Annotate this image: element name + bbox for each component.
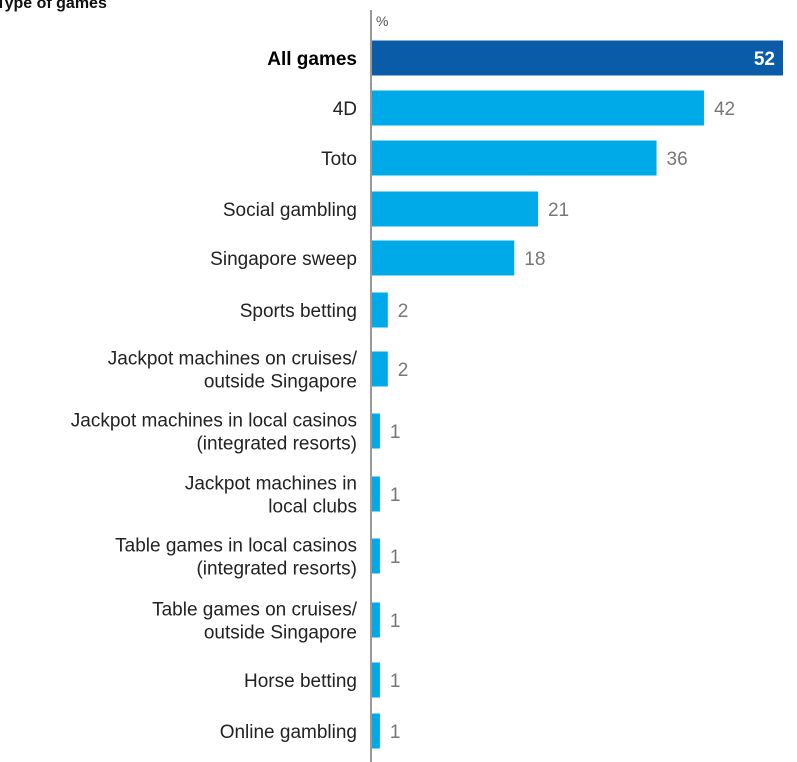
category-label: Horse betting (244, 671, 357, 692)
category-label-line: Table games in local casinos (115, 536, 357, 557)
category-label: 4D (333, 99, 357, 120)
chart-title: Type of games (0, 0, 107, 12)
category-label-line: outside Singapore (204, 372, 357, 393)
value-label: 1 (390, 547, 401, 568)
value-label: 52 (754, 49, 775, 70)
bar-9 (372, 538, 380, 574)
category-label: All games (267, 49, 357, 70)
category-label-line: 4D (333, 99, 357, 120)
bar-2 (372, 140, 657, 176)
chart-header: Type of games % (0, 0, 388, 29)
category-label: Toto (321, 149, 357, 170)
category-label: Jackpot machines in local casinos (integr… (71, 411, 357, 455)
category-label-line: Jackpot machines on cruises/ (108, 349, 358, 370)
category-label-line: Jackpot machines in local casinos (71, 411, 357, 432)
value-label: 21 (548, 200, 569, 221)
category-label: Jackpot machines on cruises/outside Sing… (108, 349, 358, 393)
value-label: 36 (667, 149, 688, 170)
category-label-line: Social gambling (223, 200, 357, 221)
category-label: Table games on cruises/outside Singapore (152, 600, 358, 644)
value-label: 2 (398, 301, 409, 322)
bar-1 (372, 90, 704, 126)
category-label-line: (integrated resorts) (196, 559, 357, 580)
category-label-line: outside Singapore (204, 623, 357, 644)
category-label: Online gambling (220, 722, 357, 743)
category-label-line: Singapore sweep (210, 249, 357, 270)
bar-6 (372, 351, 388, 387)
category-label-line: Sports betting (240, 301, 357, 322)
category-label: Social gambling (223, 200, 357, 221)
bar-4 (372, 240, 515, 276)
bars-group (372, 40, 783, 749)
category-label-line: Online gambling (220, 722, 357, 743)
category-label: Table games in local casinos (integrated … (115, 536, 357, 580)
bar-0 (372, 40, 783, 76)
category-label: Jackpot machines in local clubs (185, 474, 357, 518)
unit-label: % (376, 13, 388, 29)
value-label: 1 (390, 671, 401, 692)
bar-12 (372, 713, 380, 749)
category-label: Sports betting (240, 301, 357, 322)
value-label: 18 (524, 249, 545, 270)
bar-5 (372, 292, 388, 328)
bar-7 (372, 413, 380, 449)
bar-11 (372, 662, 380, 698)
category-label-line: All games (267, 49, 357, 70)
value-label: 1 (390, 485, 401, 506)
value-label: 42 (714, 99, 735, 120)
category-label-line: (integrated resorts) (196, 434, 357, 455)
category-label-line: Table games on cruises/ (152, 600, 358, 621)
value-label: 1 (390, 722, 401, 743)
category-label-line: Horse betting (244, 671, 357, 692)
value-label: 1 (390, 611, 401, 632)
category-label: Singapore sweep (210, 249, 357, 270)
bar-3 (372, 191, 538, 227)
category-labels-group: All games 4D Toto Social gambling Singapore … (71, 49, 358, 743)
category-label-line: Toto (321, 149, 357, 170)
value-label: 1 (390, 422, 401, 443)
bar-10 (372, 602, 380, 638)
category-label-line: local clubs (268, 497, 357, 518)
category-label-line: Jackpot machines in (185, 474, 357, 495)
bar-8 (372, 476, 380, 512)
value-label: 2 (398, 360, 409, 381)
